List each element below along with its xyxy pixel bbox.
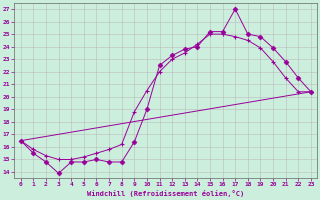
X-axis label: Windchill (Refroidissement éolien,°C): Windchill (Refroidissement éolien,°C) — [87, 190, 244, 197]
